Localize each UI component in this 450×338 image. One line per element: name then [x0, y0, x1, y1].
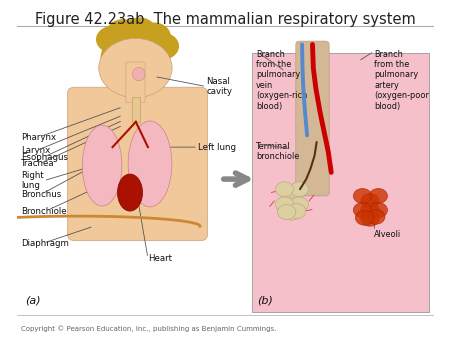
- Text: Branch
from the
pulmonary
vein
(oxygen-rich
blood): Branch from the pulmonary vein (oxygen-r…: [256, 49, 308, 111]
- Text: Bronchus: Bronchus: [21, 190, 61, 199]
- Circle shape: [283, 206, 301, 220]
- FancyBboxPatch shape: [68, 87, 207, 241]
- Circle shape: [353, 203, 372, 217]
- Text: Heart: Heart: [148, 254, 172, 263]
- Ellipse shape: [132, 67, 145, 81]
- Text: Terminal
bronchiole: Terminal bronchiole: [256, 142, 300, 162]
- Text: Pharynx: Pharynx: [21, 132, 56, 142]
- Bar: [132, 97, 140, 122]
- Circle shape: [369, 203, 387, 217]
- Ellipse shape: [117, 174, 143, 211]
- Text: Copyright © Pearson Education, Inc., publishing as Benjamin Cummings.: Copyright © Pearson Education, Inc., pub…: [21, 325, 276, 332]
- Circle shape: [367, 210, 385, 224]
- Circle shape: [101, 30, 170, 86]
- Text: Right
lung: Right lung: [21, 171, 44, 191]
- Ellipse shape: [128, 121, 172, 207]
- Text: Nasal
cavity: Nasal cavity: [206, 77, 232, 96]
- Circle shape: [99, 39, 172, 98]
- Text: Diaphragm: Diaphragm: [21, 239, 69, 247]
- Circle shape: [278, 205, 296, 219]
- Circle shape: [283, 189, 301, 203]
- FancyBboxPatch shape: [296, 41, 329, 196]
- Circle shape: [283, 197, 301, 212]
- Text: Larynx: Larynx: [21, 146, 50, 155]
- Circle shape: [361, 211, 379, 226]
- Text: (a): (a): [25, 295, 40, 305]
- Text: (b): (b): [257, 295, 273, 305]
- Circle shape: [107, 20, 139, 46]
- Text: Figure 42.23ab  The mammalian respiratory system: Figure 42.23ab The mammalian respiratory…: [35, 13, 415, 27]
- Circle shape: [275, 197, 294, 212]
- Circle shape: [290, 182, 308, 197]
- FancyBboxPatch shape: [126, 62, 145, 103]
- Text: Bronchiole: Bronchiole: [21, 207, 67, 216]
- FancyBboxPatch shape: [252, 53, 429, 312]
- Circle shape: [361, 203, 379, 217]
- Circle shape: [138, 23, 170, 49]
- Text: Left lung: Left lung: [198, 143, 236, 152]
- Circle shape: [147, 33, 178, 59]
- Circle shape: [361, 194, 379, 209]
- Circle shape: [290, 197, 308, 212]
- Circle shape: [356, 210, 374, 225]
- Circle shape: [369, 189, 387, 203]
- Circle shape: [353, 189, 372, 203]
- Text: Trachea: Trachea: [21, 160, 54, 168]
- Text: Alveoli: Alveoli: [374, 230, 401, 239]
- Circle shape: [124, 18, 155, 44]
- Ellipse shape: [82, 125, 122, 206]
- Text: Branch
from the
pulmonary
artery
(oxygen-poor
blood): Branch from the pulmonary artery (oxygen…: [374, 49, 429, 111]
- Circle shape: [288, 204, 306, 218]
- Circle shape: [275, 182, 294, 197]
- Circle shape: [97, 27, 128, 52]
- Text: Esophagus: Esophagus: [21, 153, 68, 162]
